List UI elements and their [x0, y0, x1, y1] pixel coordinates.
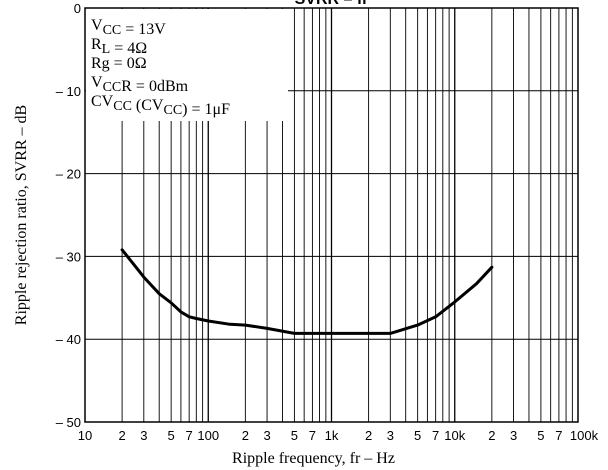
y-tick-labels: 0 – 10 – 20 – 30 – 40 – 50: [56, 1, 81, 430]
condition-text: ) = 1μF: [182, 101, 230, 118]
x-tick-label: 5: [168, 428, 175, 443]
condition-line: Rg = 0Ω: [91, 55, 147, 72]
condition-text: R = 0dBm: [121, 78, 188, 95]
x-tick-label: 5: [537, 428, 544, 443]
x-tick-label: 7: [186, 428, 193, 443]
x-tick-label: 1k: [325, 428, 339, 443]
plot-frame: [84, 7, 579, 423]
y-tick-label: – 10: [56, 84, 81, 99]
x-tick-label: 3: [263, 428, 270, 443]
condition-line: VCC = 13V: [91, 17, 166, 38]
x-tick-label: 100: [197, 428, 219, 443]
chart-title: SVRR – fr: [295, 0, 369, 8]
x-tick-label: 2: [118, 428, 125, 443]
condition-text: = 4Ω: [110, 40, 147, 57]
x-tick-label: 2: [365, 428, 372, 443]
x-tick-label: 7: [432, 428, 439, 443]
condition-text: Rg = 0Ω: [91, 55, 147, 72]
y-tick-label: 0: [74, 1, 81, 16]
y-tick-label: – 50: [56, 415, 81, 430]
condition-text: V: [91, 17, 103, 34]
y-axis-title: Ripple rejection ratio, SVRR – dB: [13, 105, 30, 325]
condition-text: V: [91, 74, 103, 91]
x-tick-label: 100k: [570, 428, 599, 443]
x-tick-label: 2: [242, 428, 249, 443]
condition-subscript: CC: [103, 23, 122, 38]
x-tick-label: 7: [555, 428, 562, 443]
condition-line: VCCR = 0dBm: [91, 74, 189, 95]
condition-subscript: L: [102, 42, 111, 57]
x-tick-label: 3: [510, 428, 517, 443]
y-tick-label: – 20: [56, 167, 81, 182]
condition-subscript: CC: [163, 103, 182, 118]
y-tick-label: – 30: [56, 249, 81, 264]
condition-text: CV: [91, 93, 114, 110]
condition-subscript: CC: [113, 99, 132, 114]
condition-line: RL = 4Ω: [91, 36, 147, 57]
series-line: [120, 248, 494, 335]
condition-text: R: [91, 36, 102, 53]
x-tick-label: 2: [488, 428, 495, 443]
condition-subscript: CC: [103, 80, 122, 95]
x-tick-label: 3: [387, 428, 394, 443]
x-tick-label: 10: [78, 428, 92, 443]
series-layer: [120, 248, 494, 335]
condition-text: (CV: [132, 97, 164, 114]
x-axis-title: Ripple frequency, fr – Hz: [232, 450, 395, 467]
x-tick-label: 7: [309, 428, 316, 443]
x-tick-label: 5: [291, 428, 298, 443]
x-tick-label: 3: [140, 428, 147, 443]
conditions-box: [86, 9, 288, 121]
x-tick-label: 10k: [444, 428, 465, 443]
condition-line: CVCC (CVCC) = 1μF: [91, 93, 230, 118]
x-tick-label: 5: [414, 428, 421, 443]
condition-text: = 13V: [121, 21, 166, 38]
y-tick-label: – 40: [56, 332, 81, 347]
